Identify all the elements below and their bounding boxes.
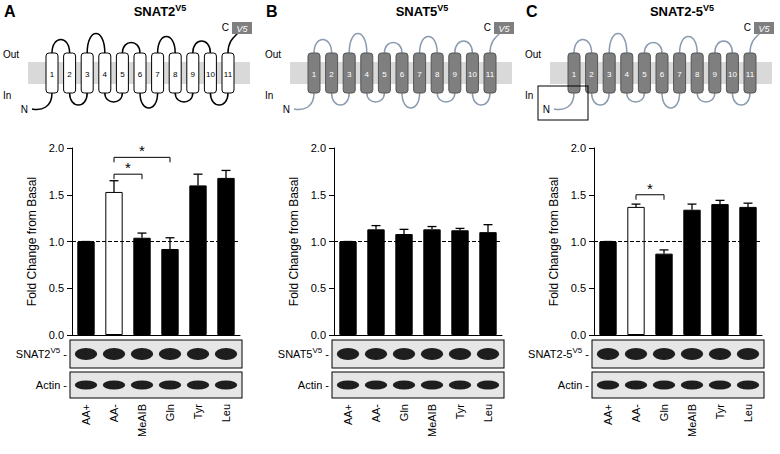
svg-text:11: 11 (224, 70, 233, 79)
svg-text:SNAT5V5: SNAT5V5 (396, 3, 449, 19)
svg-text:Leu: Leu (220, 404, 232, 422)
svg-text:N: N (543, 104, 550, 115)
svg-text:10: 10 (728, 70, 737, 79)
svg-text:1.5: 1.5 (311, 189, 326, 201)
svg-text:AA-: AA- (630, 404, 642, 423)
svg-text:1: 1 (572, 70, 577, 79)
svg-text:Tyr: Tyr (714, 404, 726, 420)
svg-text:1.0: 1.0 (49, 236, 64, 248)
svg-text:Actin -: Actin - (558, 379, 590, 391)
svg-text:N: N (21, 104, 28, 115)
svg-text:Tyr: Tyr (454, 404, 466, 420)
svg-text:C: C (526, 3, 538, 20)
svg-text:0.5: 0.5 (311, 282, 326, 294)
svg-text:Out: Out (3, 49, 19, 60)
svg-text:In: In (265, 90, 273, 101)
svg-text:7: 7 (155, 70, 160, 79)
svg-text:0.0: 0.0 (311, 329, 326, 341)
svg-text:1.5: 1.5 (571, 189, 586, 201)
svg-text:B: B (266, 3, 278, 20)
svg-text:1: 1 (312, 70, 317, 79)
svg-text:8: 8 (695, 70, 700, 79)
svg-text:7: 7 (417, 70, 422, 79)
svg-text:Actin -: Actin - (36, 379, 68, 391)
svg-text:6: 6 (138, 70, 143, 79)
svg-text:MeAIB: MeAIB (426, 404, 438, 437)
svg-text:*: * (125, 159, 131, 176)
svg-text:1.5: 1.5 (49, 189, 64, 201)
svg-text:3: 3 (607, 70, 612, 79)
svg-text:*: * (139, 142, 145, 159)
svg-text:AA-: AA- (108, 404, 120, 423)
svg-text:Out: Out (525, 49, 541, 60)
svg-text:Gln: Gln (164, 404, 176, 421)
svg-text:AA-: AA- (370, 404, 382, 423)
svg-text:8: 8 (435, 70, 440, 79)
svg-text:Out: Out (265, 49, 281, 60)
svg-text:8: 8 (173, 70, 178, 79)
svg-text:0.0: 0.0 (571, 329, 586, 341)
svg-text:V5: V5 (236, 24, 248, 34)
svg-text:6: 6 (660, 70, 665, 79)
svg-text:SNAT5V5 -: SNAT5V5 - (278, 346, 329, 360)
svg-text:SNAT2V5 -: SNAT2V5 - (16, 346, 67, 360)
svg-text:5: 5 (642, 70, 647, 79)
svg-text:1.0: 1.0 (311, 236, 326, 248)
svg-text:Gln: Gln (658, 404, 670, 421)
svg-text:2.0: 2.0 (311, 142, 326, 154)
svg-text:9: 9 (713, 70, 718, 79)
svg-text:2: 2 (67, 70, 72, 79)
svg-text:SNAT2-5V5 -: SNAT2-5V5 - (528, 346, 589, 360)
svg-text:C: C (484, 22, 491, 33)
svg-text:In: In (3, 90, 11, 101)
svg-text:9: 9 (191, 70, 196, 79)
svg-text:9: 9 (453, 70, 458, 79)
svg-text:SNAT2-5V5: SNAT2-5V5 (650, 3, 714, 19)
svg-text:10: 10 (468, 70, 477, 79)
svg-text:Gln: Gln (398, 404, 410, 421)
svg-text:6: 6 (400, 70, 405, 79)
svg-text:In: In (525, 90, 533, 101)
svg-text:AA+: AA+ (342, 404, 354, 425)
svg-text:Actin -: Actin - (298, 379, 330, 391)
svg-text:MeAIB: MeAIB (136, 404, 148, 437)
svg-text:MeAIB: MeAIB (686, 404, 698, 437)
svg-text:7: 7 (677, 70, 682, 79)
svg-text:*: * (647, 180, 653, 197)
svg-text:Fold Change from Basal: Fold Change from Basal (287, 177, 301, 306)
svg-text:4: 4 (365, 70, 370, 79)
svg-text:V5: V5 (498, 24, 510, 34)
svg-text:4: 4 (625, 70, 630, 79)
svg-text:3: 3 (85, 70, 90, 79)
svg-text:5: 5 (120, 70, 125, 79)
svg-text:4: 4 (103, 70, 108, 79)
svg-text:11: 11 (486, 70, 495, 79)
svg-text:3: 3 (347, 70, 352, 79)
svg-text:SNAT2V5: SNAT2V5 (134, 3, 187, 19)
svg-text:C: C (222, 22, 229, 33)
svg-text:0.5: 0.5 (49, 282, 64, 294)
svg-text:Fold Change from Basal: Fold Change from Basal (25, 177, 39, 306)
svg-text:10: 10 (206, 70, 215, 79)
svg-text:C: C (744, 22, 751, 33)
svg-text:2: 2 (589, 70, 594, 79)
svg-text:2.0: 2.0 (49, 142, 64, 154)
svg-text:A: A (4, 3, 16, 20)
svg-text:0.0: 0.0 (49, 329, 64, 341)
svg-text:2.0: 2.0 (571, 142, 586, 154)
svg-text:Tyr: Tyr (192, 404, 204, 420)
svg-text:AA+: AA+ (602, 404, 614, 425)
svg-text:AA+: AA+ (80, 404, 92, 425)
svg-text:1: 1 (50, 70, 55, 79)
svg-text:11: 11 (746, 70, 755, 79)
svg-text:Leu: Leu (742, 404, 754, 422)
svg-text:0.5: 0.5 (571, 282, 586, 294)
svg-text:Leu: Leu (482, 404, 494, 422)
svg-text:5: 5 (382, 70, 387, 79)
svg-text:1.0: 1.0 (571, 236, 586, 248)
svg-text:2: 2 (329, 70, 334, 79)
svg-text:Fold Change from Basal: Fold Change from Basal (547, 177, 561, 306)
svg-text:N: N (283, 104, 290, 115)
svg-text:V5: V5 (758, 24, 770, 34)
